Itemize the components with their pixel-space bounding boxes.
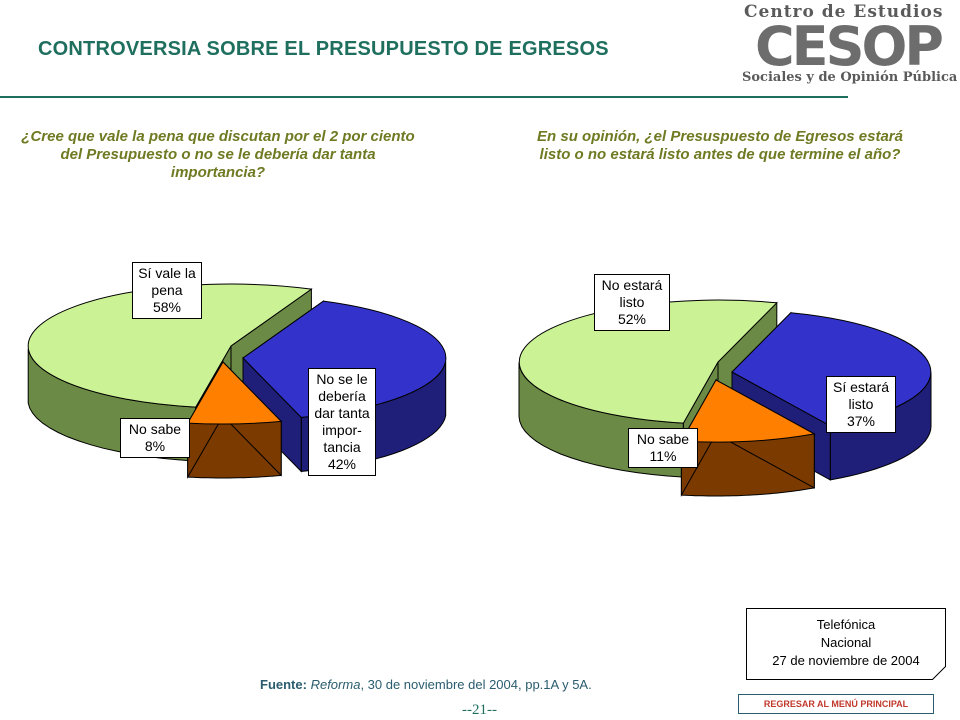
callout-left-no-sabe: No sabe 8% [120, 418, 190, 458]
callout-line: No se le [316, 371, 368, 387]
callout-line: 37% [846, 413, 876, 429]
pie-slice [518, 299, 778, 424]
callout-line: 52% [617, 311, 647, 327]
logo-line1: Centro de Estudios [744, 2, 944, 22]
title-rule [0, 96, 848, 98]
callout-line: No estará [601, 277, 663, 293]
callout-right-no-sabe: No sabe 11% [628, 428, 698, 468]
logo-mark: CESOP [742, 20, 954, 70]
page-number: --21-- [462, 702, 497, 718]
cesop-logo: Centro de Estudios CESOP Sociales y de O… [738, 0, 960, 98]
logo-line2: Sociales y de Opinión Pública [742, 70, 958, 85]
callout-line: 42% [327, 456, 357, 472]
stamp-line3: 27 de noviembre de 2004 [772, 653, 920, 668]
svg-text:CESOP: CESOP [755, 20, 942, 70]
callout-left-si-vale: Sí vale la pena 58% [132, 262, 202, 319]
callout-line: listo [619, 294, 645, 310]
callout-line: tancia [323, 439, 361, 455]
question-left: ¿Cree que vale la pena que discutan por … [21, 128, 415, 181]
source-note: Fuente: Reforma, 30 de noviembre del 200… [260, 677, 592, 692]
callout-right-no-estara: No estará listo 52% [594, 274, 670, 331]
callout-line: listo [848, 396, 874, 412]
page-title: CONTROVERSIA SOBRE EL PRESUPUESTO DE EGR… [38, 38, 609, 60]
pie-slice [27, 283, 313, 408]
source-publication: Reforma [310, 677, 361, 692]
callout-line: No sabe [128, 421, 182, 437]
callout-line: 11% [649, 448, 677, 464]
callout-line: Sí vale la [138, 265, 196, 281]
callout-line: 58% [152, 299, 182, 315]
source-detail: , 30 de noviembre del 2004, pp.1A y 5A. [360, 677, 592, 692]
callout-line: debería [318, 388, 366, 404]
callout-line: Sí estará [832, 379, 890, 395]
back-to-menu-button[interactable]: REGRESAR AL MENÚ PRINCIPAL [738, 694, 934, 714]
callout-line: impor- [322, 422, 362, 438]
survey-stamp: Telefónica Nacional 27 de noviembre de 2… [746, 608, 946, 680]
callout-left-no-se-le: No se le debería dar tanta impor-tancia 42% [308, 368, 376, 476]
callout-line: No sabe [636, 431, 690, 447]
question-right: En su opinión, ¿el Presuspuesto de Egres… [537, 128, 903, 163]
callout-right-si-estara: Sí estará listo 37% [826, 376, 896, 433]
page-fold-icon [932, 666, 946, 680]
callout-line: 8% [144, 438, 166, 454]
stamp-line2: Nacional [820, 635, 872, 650]
source-label: Fuente: [260, 677, 307, 692]
callout-line: pena [151, 282, 183, 298]
stamp-line1: Telefónica [816, 617, 876, 632]
callout-line: dar tanta [314, 405, 370, 421]
